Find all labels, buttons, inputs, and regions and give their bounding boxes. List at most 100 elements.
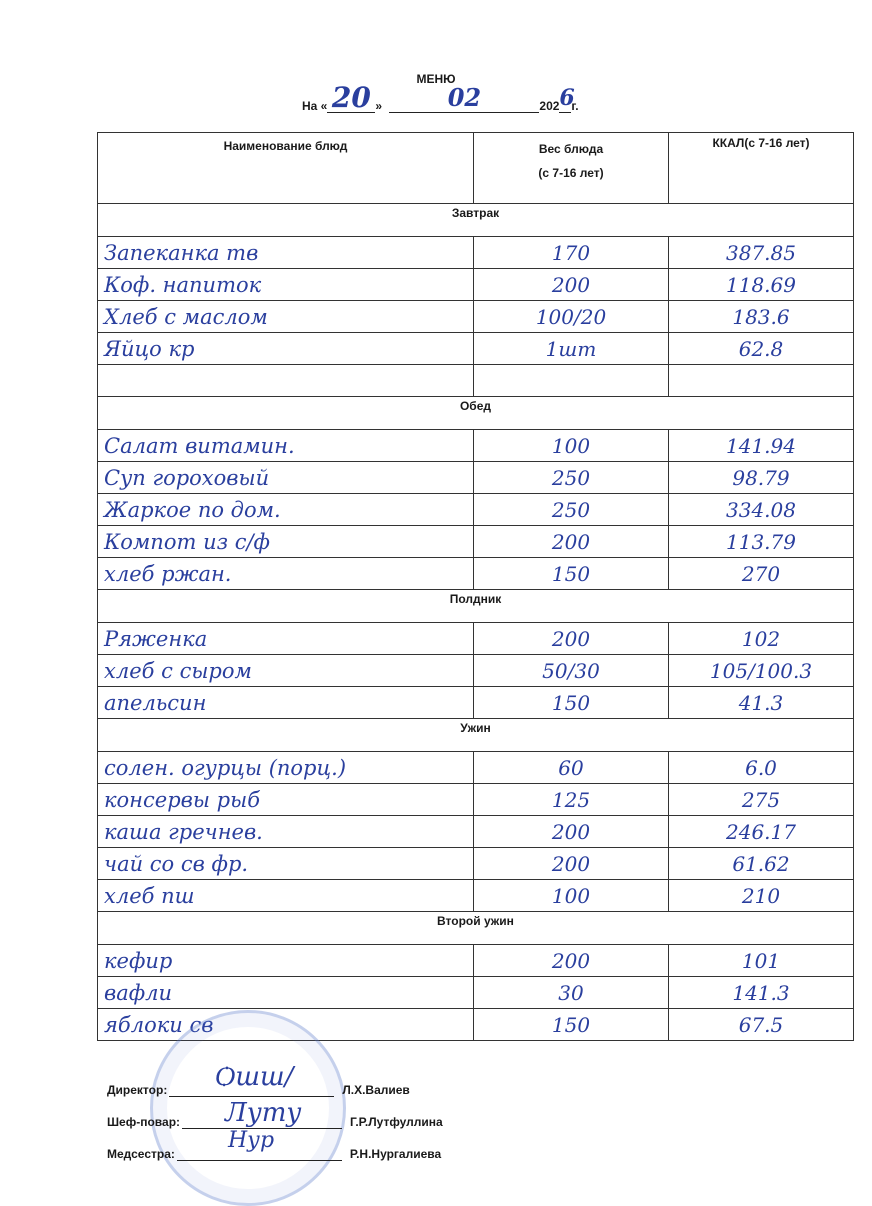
dish-kcal: 387.85 bbox=[668, 236, 854, 269]
year-prefix: 202 bbox=[539, 99, 560, 113]
signature-name: Г.Р.Лутфуллина bbox=[350, 1115, 443, 1129]
dish-kcal: 67.5 bbox=[668, 1008, 854, 1041]
nurse-signature: Нур bbox=[228, 1128, 275, 1153]
table-row: Хлеб с маслом 100/20 183.6 bbox=[97, 300, 854, 333]
day-value: 20 bbox=[331, 81, 371, 114]
table-row: Коф. напиток 200 118.69 bbox=[97, 268, 854, 301]
dish-kcal: 246.17 bbox=[668, 815, 854, 848]
dish-weight: 200 bbox=[473, 525, 669, 558]
dish-kcal: 210 bbox=[668, 879, 854, 912]
table-row: Суп гороховый 250 98.79 bbox=[97, 461, 854, 494]
table-row bbox=[97, 364, 854, 397]
table-row: Компот из с/ф 200 113.79 bbox=[97, 525, 854, 558]
table-row: Запеканка тв 170 387.85 bbox=[97, 236, 854, 269]
dish-name: апельсин bbox=[97, 686, 474, 719]
dish-name: вафли bbox=[97, 976, 474, 1009]
section-title: Обед bbox=[97, 396, 854, 430]
signature-name: Л.Х.Валиев bbox=[342, 1083, 410, 1097]
weight-label: Вес блюда bbox=[538, 142, 604, 156]
dish-name: Компот из с/ф bbox=[97, 525, 474, 558]
dish-name: солен. огурцы (порц.) bbox=[97, 751, 474, 784]
dish-kcal: 113.79 bbox=[668, 525, 854, 558]
dish-weight: 200 bbox=[473, 944, 669, 977]
signature-name: Р.Н.Нургалиева bbox=[349, 1147, 442, 1161]
dish-weight: 100/20 bbox=[473, 300, 669, 333]
menu-table: Наименование блюд Вес блюда (с 7-16 лет) … bbox=[97, 132, 854, 1041]
dish-weight: 125 bbox=[473, 783, 669, 816]
signature-blank bbox=[169, 1082, 335, 1097]
dish-name: хлеб с сыром bbox=[97, 654, 474, 687]
dish-kcal: 141.94 bbox=[668, 429, 854, 462]
section-title: Полдник bbox=[97, 589, 854, 623]
dish-weight: 1шт bbox=[473, 332, 669, 365]
dish-name: каша гречнев. bbox=[97, 815, 474, 848]
month-value: 02 bbox=[447, 83, 482, 112]
table-row: Салат витамин. 100 141.94 bbox=[97, 429, 854, 462]
dish-weight: 150 bbox=[473, 686, 669, 719]
table-row: апельсин 150 41.3 bbox=[97, 686, 854, 719]
table-row: кефир 200 101 bbox=[97, 944, 854, 977]
table-row: каша гречнев. 200 246.17 bbox=[97, 815, 854, 848]
section-header: Второй ужин bbox=[97, 911, 854, 945]
table-row: Ряженка 200 102 bbox=[97, 622, 854, 655]
year-suffix: г. bbox=[571, 99, 579, 113]
date-line: На «20 » 02 202 6 г. bbox=[302, 84, 579, 113]
date-mid: » bbox=[375, 99, 383, 113]
column-header-weight: Вес блюда (с 7-16 лет) bbox=[473, 132, 669, 204]
dish-name: кефир bbox=[97, 944, 474, 977]
dish-kcal: 270 bbox=[668, 557, 854, 590]
table-row: консервы рыб 125 275 bbox=[97, 783, 854, 816]
table-row: солен. огурцы (порц.) 60 6.0 bbox=[97, 751, 854, 784]
dish-name: чай со св фр. bbox=[97, 847, 474, 880]
dish-weight: 150 bbox=[473, 1008, 669, 1041]
section-header: Завтрак bbox=[97, 203, 854, 237]
dish-name: Суп гороховый bbox=[97, 461, 474, 494]
dish-weight: 50/30 bbox=[473, 654, 669, 687]
column-header-kcal: ККАЛ(с 7-16 лет) bbox=[668, 132, 854, 204]
signature-blank bbox=[176, 1146, 342, 1161]
signature-role: Медсестра: bbox=[107, 1147, 175, 1161]
dish-kcal: 118.69 bbox=[668, 268, 854, 301]
dish-weight: 170 bbox=[473, 236, 669, 269]
chef-signature: Лутy bbox=[225, 1098, 302, 1128]
dish-name: хлеб пш bbox=[97, 879, 474, 912]
table-row: хлеб ржан. 150 270 bbox=[97, 557, 854, 590]
date-prefix: На « bbox=[302, 99, 328, 113]
dish-kcal: 98.79 bbox=[668, 461, 854, 494]
dish-kcal: 105/100.3 bbox=[668, 654, 854, 687]
table-row: чай со св фр. 200 61.62 bbox=[97, 847, 854, 880]
dish-name: Жаркое по дом. bbox=[97, 493, 474, 526]
section-title: Завтрак bbox=[97, 203, 854, 237]
dish-kcal: 275 bbox=[668, 783, 854, 816]
signature-role: Шеф-повар: bbox=[107, 1115, 181, 1129]
dish-kcal: 141.3 bbox=[668, 976, 854, 1009]
dish-kcal: 101 bbox=[668, 944, 854, 977]
section-title: Второй ужин bbox=[97, 911, 854, 945]
document-title: МЕНЮ bbox=[416, 72, 456, 86]
section-title: Ужин bbox=[97, 718, 854, 752]
dish-name: Запеканка тв bbox=[97, 236, 474, 269]
table-row: вафли 30 141.3 bbox=[97, 976, 854, 1009]
table-row: хлеб с сыром 50/30 105/100.3 bbox=[97, 654, 854, 687]
dish-weight: 100 bbox=[473, 429, 669, 462]
dish-name: Ряженка bbox=[97, 622, 474, 655]
dish-kcal: 6.0 bbox=[668, 751, 854, 784]
table-row: Жаркое по дом. 250 334.08 bbox=[97, 493, 854, 526]
signature-line: Шеф-повар: Г.Р.Лутфуллина bbox=[107, 1114, 443, 1129]
dish-weight bbox=[473, 364, 669, 397]
dish-weight: 250 bbox=[473, 461, 669, 494]
day-field: 20 bbox=[327, 84, 376, 113]
dish-name: Коф. напиток bbox=[97, 268, 474, 301]
year-digit: 6 bbox=[559, 85, 575, 111]
dish-weight: 200 bbox=[473, 268, 669, 301]
dish-weight: 200 bbox=[473, 622, 669, 655]
weight-age-label: (с 7-16 лет) bbox=[538, 166, 604, 180]
dish-kcal: 334.08 bbox=[668, 493, 854, 526]
table-row: хлеб пш 100 210 bbox=[97, 879, 854, 912]
dish-weight: 100 bbox=[473, 879, 669, 912]
table-header: Наименование блюд Вес блюда (с 7-16 лет) … bbox=[97, 132, 854, 204]
dish-name: хлеб ржан. bbox=[97, 557, 474, 590]
dish-kcal: 183.6 bbox=[668, 300, 854, 333]
dish-weight: 200 bbox=[473, 815, 669, 848]
dish-name: консервы рыб bbox=[97, 783, 474, 816]
